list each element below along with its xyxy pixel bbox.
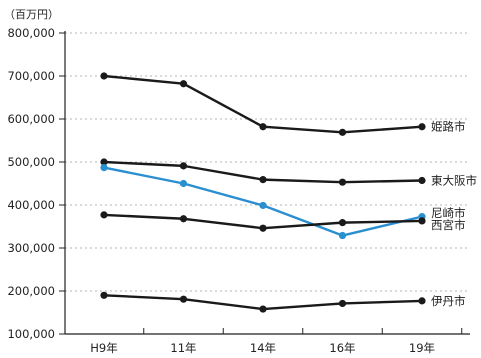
y-tick-label: 500,000 bbox=[7, 155, 55, 169]
data-point bbox=[179, 80, 188, 88]
data-point bbox=[100, 72, 108, 80]
y-tick-label: 400,000 bbox=[7, 198, 55, 212]
y-tick-label: 100,000 bbox=[7, 327, 55, 341]
y-tick-label: 700,000 bbox=[7, 69, 55, 83]
series-label: 伊丹市 bbox=[431, 294, 466, 308]
data-point bbox=[100, 163, 108, 172]
series-label: 尼崎市 bbox=[431, 206, 466, 220]
data-point bbox=[179, 295, 188, 303]
data-point bbox=[418, 297, 426, 305]
x-tick-label: 16年 bbox=[329, 341, 355, 355]
series bbox=[100, 72, 426, 136]
data-point bbox=[418, 176, 426, 185]
data-point bbox=[100, 158, 108, 166]
data-point bbox=[338, 219, 347, 227]
series bbox=[100, 211, 426, 232]
series-label: 西宮市 bbox=[431, 218, 466, 232]
data-point bbox=[338, 299, 347, 308]
data-point bbox=[338, 128, 347, 136]
data-point bbox=[100, 291, 108, 299]
series bbox=[100, 291, 426, 313]
data-point bbox=[259, 201, 267, 210]
y-tick-label: 200,000 bbox=[7, 284, 55, 298]
series-group bbox=[100, 72, 426, 313]
series bbox=[100, 158, 426, 186]
data-point bbox=[418, 123, 426, 131]
data-point bbox=[259, 123, 267, 131]
data-point bbox=[259, 176, 267, 184]
x-tick-label: 14年 bbox=[250, 341, 276, 355]
data-point bbox=[259, 224, 267, 232]
x-tick-label: 19年 bbox=[409, 341, 435, 355]
data-point bbox=[259, 305, 267, 313]
data-point bbox=[179, 179, 188, 188]
x-tick-label: 11年 bbox=[170, 341, 196, 355]
axes: 100,000 200,000 300,000 400,000 500,000 600,0… bbox=[7, 26, 470, 355]
series-label: 東大阪市 bbox=[431, 173, 477, 187]
x-tick-label: H9年 bbox=[90, 341, 117, 355]
y-tick-label: 600,000 bbox=[7, 112, 55, 126]
data-point bbox=[338, 178, 347, 186]
series-label: 姫路市 bbox=[431, 120, 466, 134]
data-point bbox=[338, 231, 347, 240]
y-tick-label: 300,000 bbox=[7, 241, 55, 255]
data-point bbox=[179, 215, 188, 223]
data-point bbox=[179, 162, 188, 170]
unit-label: （百万円） bbox=[4, 8, 59, 21]
y-tick-label: 800,000 bbox=[7, 26, 55, 40]
data-point bbox=[100, 211, 108, 219]
data-point bbox=[418, 217, 426, 225]
